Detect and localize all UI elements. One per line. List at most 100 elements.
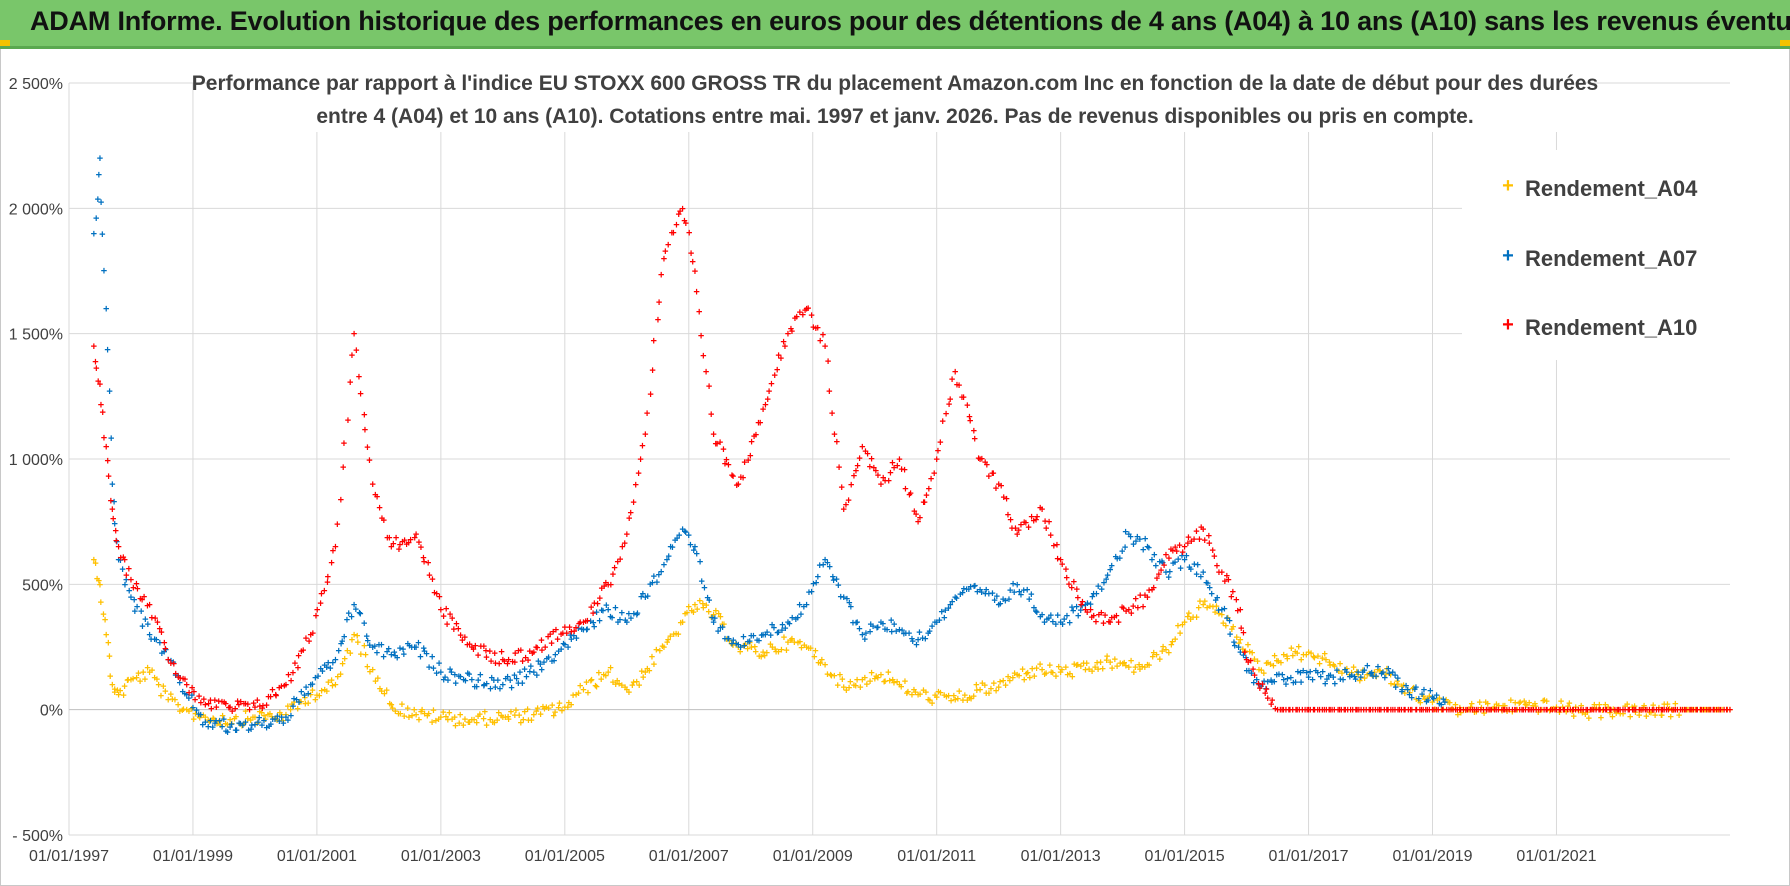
data-point: +: [1041, 669, 1047, 681]
data-point: +: [1663, 705, 1669, 717]
data-point: +: [983, 585, 989, 597]
data-point: +: [1491, 705, 1497, 717]
data-point: +: [1615, 705, 1621, 717]
data-point: +: [115, 690, 121, 702]
data-point: +: [780, 336, 786, 348]
data-point: +: [349, 350, 355, 362]
data-point: +: [928, 474, 934, 486]
data-point: +: [864, 448, 870, 460]
data-point: +: [733, 638, 739, 650]
data-point: +: [441, 674, 447, 686]
data-point: +: [1667, 712, 1673, 724]
data-point: +: [482, 707, 488, 719]
data-point: +: [1261, 676, 1267, 688]
data-point: +: [1499, 705, 1505, 717]
data-point: +: [1240, 627, 1246, 639]
data-point: +: [155, 679, 161, 691]
data-point: +: [205, 715, 211, 727]
data-point: +: [278, 681, 284, 693]
data-point: +: [1456, 705, 1462, 717]
data-point: +: [1335, 666, 1341, 678]
data-point: +: [1324, 674, 1330, 686]
data-point: +: [995, 599, 1001, 611]
data-point: +: [332, 655, 338, 667]
data-point: +: [1569, 706, 1575, 718]
data-point: +: [1093, 616, 1099, 628]
data-point: +: [986, 588, 992, 600]
data-point: +: [630, 677, 636, 689]
data-point: +: [497, 683, 503, 695]
data-point: +: [913, 640, 919, 652]
data-point: +: [1310, 705, 1316, 717]
data-point: +: [803, 599, 809, 611]
data-point: +: [1566, 698, 1572, 710]
data-point: +: [1099, 584, 1105, 596]
data-point: +: [128, 675, 134, 687]
data-point: +: [162, 686, 168, 698]
data-point: +: [1212, 607, 1218, 619]
data-point: +: [525, 715, 531, 727]
data-point: +: [558, 644, 564, 656]
data-point: +: [1608, 705, 1614, 717]
data-point: +: [108, 495, 114, 507]
data-point: +: [670, 227, 676, 239]
data-point: +: [1288, 672, 1294, 684]
data-point: +: [1267, 659, 1273, 671]
data-point: +: [1157, 654, 1163, 666]
data-point: +: [825, 356, 831, 368]
data-point: +: [747, 451, 753, 463]
data-point: +: [1540, 695, 1546, 707]
data-point: +: [1117, 553, 1123, 565]
data-point: +: [362, 650, 368, 662]
data-point: +: [330, 545, 336, 557]
data-point: +: [1064, 611, 1070, 623]
data-point: +: [738, 472, 744, 484]
data-point: +: [951, 690, 957, 702]
data-point: +: [419, 705, 425, 717]
data-point: +: [772, 644, 778, 656]
data-point: +: [1158, 565, 1164, 577]
data-point: +: [1322, 678, 1328, 690]
data-point: +: [577, 617, 583, 629]
data-point: +: [1448, 705, 1454, 717]
data-point: +: [1079, 600, 1085, 612]
data-point: +: [562, 622, 568, 634]
data-point: +: [841, 504, 847, 516]
data-point: +: [364, 636, 370, 648]
data-point: +: [1564, 705, 1570, 717]
data-point: +: [1163, 567, 1169, 579]
data-point: +: [815, 323, 821, 335]
data-point: +: [277, 708, 283, 720]
data-point: +: [598, 674, 604, 686]
data-point: +: [1290, 651, 1296, 663]
data-point: +: [1477, 697, 1483, 709]
data-point: +: [1420, 705, 1426, 717]
data-point: +: [99, 229, 105, 241]
data-point: +: [1194, 560, 1200, 572]
data-point: +: [667, 631, 673, 643]
data-point: +: [1021, 585, 1027, 597]
data-point: +: [791, 637, 797, 649]
data-point: +: [1272, 703, 1278, 715]
data-point: +: [779, 625, 785, 637]
data-point: +: [113, 535, 119, 547]
data-point: +: [827, 670, 833, 682]
data-point: +: [1139, 661, 1145, 673]
data-point: +: [324, 662, 330, 674]
data-point: +: [617, 554, 623, 566]
data-point: +: [1307, 666, 1313, 678]
data-point: +: [125, 675, 131, 687]
data-point: +: [896, 454, 902, 466]
data-point: +: [179, 705, 185, 717]
data-point: +: [1332, 678, 1338, 690]
data-point: +: [1446, 705, 1452, 717]
data-point: +: [1683, 705, 1689, 717]
data-point: +: [1337, 659, 1343, 671]
data-point: +: [334, 519, 340, 531]
data-point: +: [1064, 670, 1070, 682]
data-point: +: [1305, 672, 1311, 684]
data-point: +: [531, 647, 537, 659]
data-point: +: [141, 592, 147, 604]
data-point: +: [396, 544, 402, 556]
data-point: +: [470, 644, 476, 656]
